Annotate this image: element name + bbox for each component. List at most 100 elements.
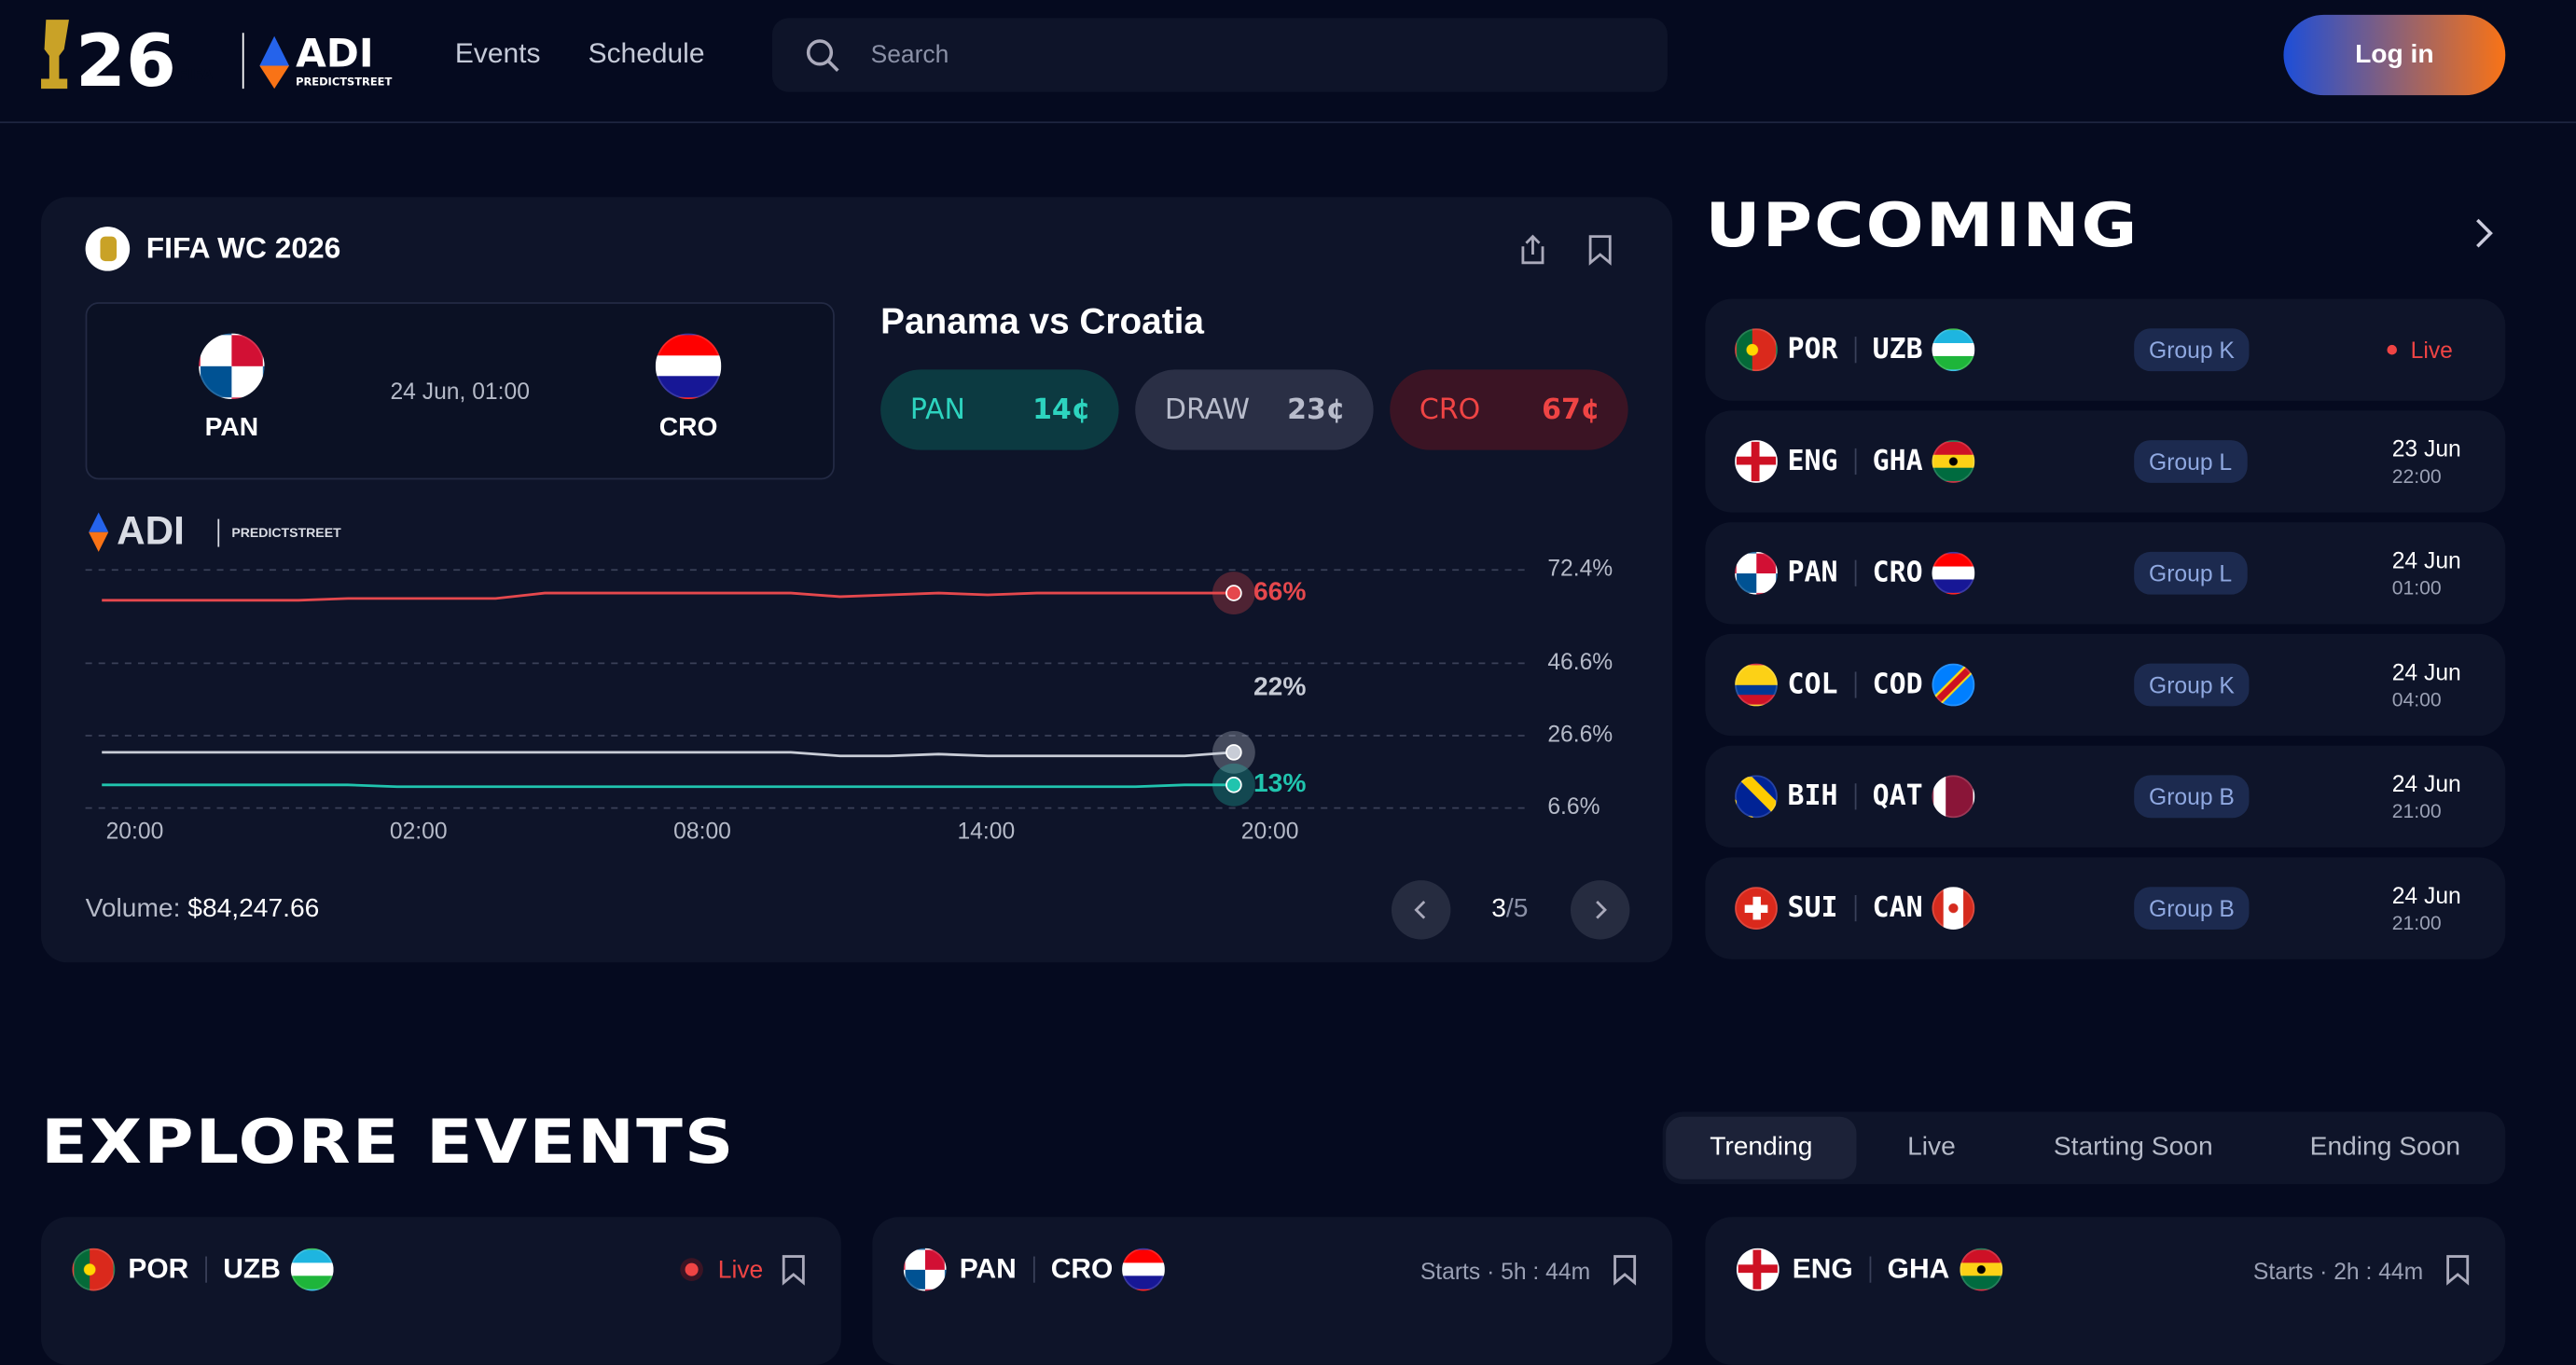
flag xyxy=(1932,887,1976,930)
outcome-price: 14¢ xyxy=(1032,393,1091,427)
tab[interactable]: Starting Soon xyxy=(2053,1133,2213,1162)
flag xyxy=(1932,440,1976,483)
match-time: 24 Jun, 01:00 xyxy=(390,378,530,405)
outcome-label: PAN xyxy=(909,393,965,427)
live-dot xyxy=(2387,344,2397,355)
match-time: 04:00 xyxy=(2391,688,2442,711)
match-time: 22:00 xyxy=(2391,464,2442,489)
login-button[interactable]: Log in xyxy=(2283,14,2506,96)
flag xyxy=(72,1248,116,1291)
live-status: Live xyxy=(717,1256,764,1285)
x-tick-label: 08:00 xyxy=(673,820,731,845)
team-code: POR xyxy=(128,1253,189,1285)
match-title: Panama vs Croatia xyxy=(880,300,1204,342)
end-label: 66% xyxy=(1253,576,1306,606)
y-tick-label: 46.6% xyxy=(1547,650,1613,675)
x-tick-label: 02:00 xyxy=(390,820,448,845)
team-code: PAN xyxy=(204,413,259,442)
end-marker xyxy=(1226,585,1242,601)
match-time: 21:00 xyxy=(2391,911,2442,935)
price-chart: ADI PREDICTSTREET 72.4% 46.6% 26.6% 6.6% 20:… xyxy=(85,509,1613,845)
team-code: CRO xyxy=(1872,557,1923,590)
team-code: CRO xyxy=(658,413,718,442)
event-card[interactable]: ENG GHA Starts · 2h : 44m xyxy=(1705,1217,2506,1365)
x-tick-label: 20:00 xyxy=(1241,820,1299,845)
page: 26 FIFA ADI PREDICTSTREET Events Schedul… xyxy=(0,0,2576,1291)
price-line xyxy=(102,751,1234,758)
match-date: 24 Jun xyxy=(2391,546,2461,573)
flag xyxy=(1932,328,1976,372)
tab[interactable]: Live xyxy=(1907,1133,1956,1162)
flag xyxy=(199,333,265,400)
upcoming-row[interactable]: ENG GHA Group L 23 Jun 22:00 xyxy=(1705,410,2506,513)
event-card[interactable]: PAN CRO Starts · 5h : 44m xyxy=(872,1217,1673,1365)
outcome-button[interactable]: PAN 14¢ xyxy=(880,369,1119,450)
live-dot xyxy=(685,1262,699,1276)
team-code: GHA xyxy=(1887,1253,1950,1285)
group-pill: Group K xyxy=(2134,663,2250,707)
header xyxy=(0,0,2576,124)
tab-bar: Trending Live Starting Soon Ending Soon xyxy=(1662,1111,2506,1185)
chart-brand: ADI xyxy=(117,509,185,553)
volume: Volume: $84,247.66 xyxy=(86,895,320,925)
upcoming-row[interactable]: BIH QAT Group B 24 Jun 21:00 xyxy=(1705,745,2506,848)
group-pill: Group L xyxy=(2134,440,2247,483)
volume-label: Volume: xyxy=(85,895,181,923)
flag xyxy=(290,1248,334,1291)
flag xyxy=(1735,775,1778,819)
group-pill: Group L xyxy=(2134,551,2247,595)
match-date: 23 Jun xyxy=(2391,434,2461,462)
upcoming-row[interactable]: PAN CRO Group L 24 Jun 01:00 xyxy=(1705,522,2506,625)
upcoming-row[interactable]: SUI CAN Group B 24 Jun 21:00 xyxy=(1705,857,2506,959)
outcome-price: 23¢ xyxy=(1287,393,1346,427)
upcoming-arrow[interactable] xyxy=(2464,214,2503,253)
team-code: QAT xyxy=(1872,779,1923,813)
end-marker xyxy=(1226,744,1242,761)
prev-button[interactable] xyxy=(1391,880,1451,940)
flag xyxy=(1735,551,1778,595)
tab-active[interactable]: Trending xyxy=(1666,1116,1857,1179)
flag xyxy=(1735,663,1778,707)
team-code: UZB xyxy=(1872,333,1923,366)
logo[interactable]: 26 FIFA ADI PREDICTSTREET xyxy=(36,13,414,99)
upcoming-row[interactable]: POR UZB Group K Live xyxy=(1705,298,2506,401)
team-code: PAN xyxy=(959,1253,1017,1285)
group-pill: Group K xyxy=(2134,328,2250,372)
nav-link[interactable]: Events xyxy=(454,37,541,69)
league-name: FIFA WC 2026 xyxy=(145,231,341,265)
page-current: 3 xyxy=(1491,895,1506,923)
team-code: BIH xyxy=(1787,779,1838,813)
pager: 3/5 xyxy=(1469,895,1551,925)
outcome-button[interactable]: DRAW 23¢ xyxy=(1135,369,1374,450)
card-actions[interactable] xyxy=(1515,231,1620,268)
upcoming-row[interactable]: COL COD Group K 24 Jun 04:00 xyxy=(1705,633,2506,737)
section-title: UPCOMING xyxy=(1705,190,2140,262)
outcome-price: 67¢ xyxy=(1542,393,1600,427)
nav-link[interactable]: Schedule xyxy=(588,37,705,69)
bookmark[interactable] xyxy=(2444,1253,2471,1286)
section-title: EXPLORE EVENTS xyxy=(41,1107,736,1178)
price-line xyxy=(102,591,1234,602)
flag xyxy=(1932,551,1976,595)
start-status: Starts · 5h : 44m xyxy=(1420,1258,1591,1285)
logo-number: 26 xyxy=(76,20,176,99)
bookmark[interactable] xyxy=(781,1253,807,1286)
x-tick-label: 14:00 xyxy=(957,820,1015,845)
page-total: /5 xyxy=(1505,895,1529,923)
outcome-button[interactable]: CRO 67¢ xyxy=(1390,369,1628,450)
bookmark[interactable] xyxy=(1612,1253,1638,1286)
flag xyxy=(1735,887,1778,930)
team-code: ENG xyxy=(1787,445,1838,478)
y-tick-label: 6.6% xyxy=(1547,794,1600,820)
search-box[interactable]: Search xyxy=(771,18,1668,92)
team-code: CAN xyxy=(1872,891,1923,925)
event-card[interactable]: POR UZB Live xyxy=(41,1217,841,1365)
tab[interactable]: Ending Soon xyxy=(2309,1133,2461,1162)
group-pill: Group B xyxy=(2134,775,2250,819)
start-status: Starts · 2h : 44m xyxy=(2252,1258,2424,1285)
chart-brand-sub: PREDICTSTREET xyxy=(231,525,341,540)
flag xyxy=(655,333,722,400)
next-button[interactable] xyxy=(1570,880,1630,940)
outcome-label: DRAW xyxy=(1164,393,1251,427)
flag xyxy=(903,1248,947,1291)
